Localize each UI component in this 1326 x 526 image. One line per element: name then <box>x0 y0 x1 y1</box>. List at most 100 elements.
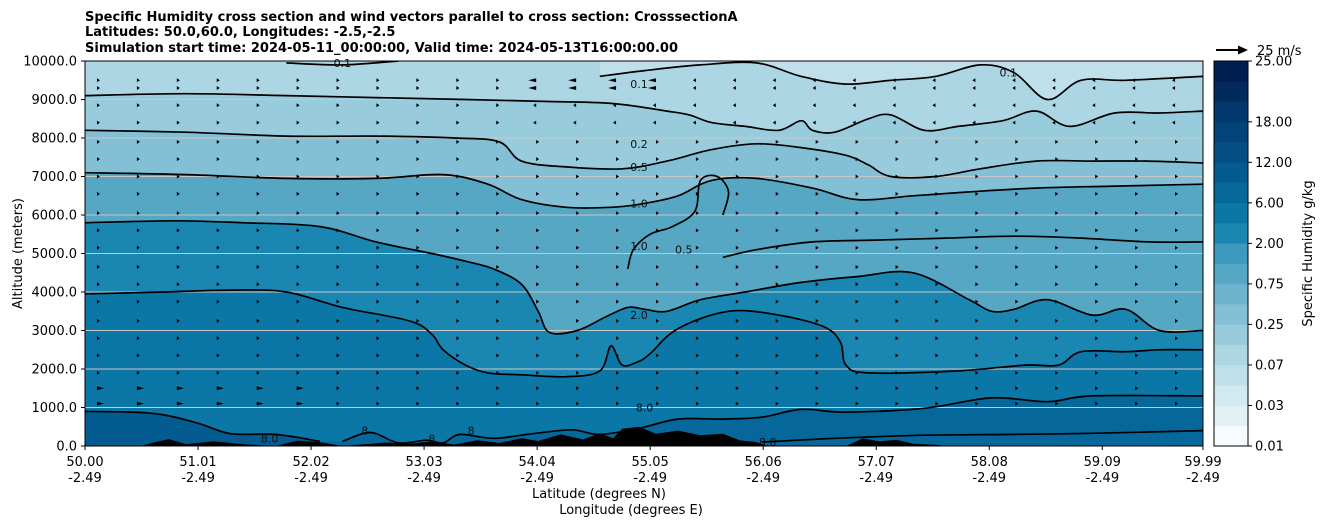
wind-arrow-icon <box>456 245 460 250</box>
wind-arrow-icon <box>852 78 856 83</box>
wind-arrow-icon <box>735 191 739 196</box>
x-tick-label-lon: -2.49 <box>68 471 102 486</box>
wind-arrow-icon <box>496 353 500 358</box>
wind-arrow-icon <box>296 401 304 406</box>
wind-arrow-icon <box>1095 174 1099 179</box>
wind-arrow-icon <box>655 401 659 406</box>
wind-arrow-icon <box>732 85 736 90</box>
wind-arrow-icon <box>1095 299 1099 304</box>
wind-arrow-icon <box>895 318 899 323</box>
wind-arrow-icon <box>336 245 340 250</box>
wind-arrow-icon <box>852 103 856 108</box>
wind-arrow-icon <box>1175 191 1179 196</box>
wind-arrow-icon <box>647 85 656 90</box>
wind-arrow-icon <box>496 386 500 391</box>
wind-arrow-icon <box>1052 103 1056 108</box>
wind-arrow-icon <box>176 318 180 323</box>
wind-arrow-icon <box>136 174 140 179</box>
wind-arrow-icon <box>376 211 380 216</box>
wind-arrow-icon <box>775 318 779 323</box>
wind-arrow-icon <box>1015 264 1019 269</box>
wind-arrow-icon <box>616 211 620 216</box>
wind-arrow-icon <box>935 318 939 323</box>
wind-arrow-icon <box>536 157 540 162</box>
wind-arrow-icon <box>695 370 699 375</box>
wind-arrow-icon <box>852 85 856 90</box>
wind-arrow-icon <box>256 211 260 216</box>
wind-arrow-icon <box>576 336 580 341</box>
wind-arrow-icon <box>216 85 220 90</box>
wind-arrow-icon <box>256 336 260 341</box>
wind-arrow-icon <box>772 78 776 83</box>
wind-arrow-icon <box>496 228 500 233</box>
wind-arrow-icon <box>655 336 659 341</box>
wind-arrow-icon <box>855 228 859 233</box>
wind-arrow-icon <box>416 401 420 406</box>
wind-arrow-icon <box>96 353 100 358</box>
contour-line-8 <box>762 429 1203 443</box>
wind-arrow-icon <box>536 318 540 323</box>
wind-arrow-icon <box>296 386 304 391</box>
wind-arrow-icon <box>812 120 816 125</box>
wind-arrow-icon <box>576 318 580 323</box>
wind-arrow-icon <box>256 228 260 233</box>
wind-arrow-icon <box>655 282 659 287</box>
wind-arrow-icon <box>695 264 699 269</box>
wind-arrow-icon <box>892 103 896 108</box>
colorbar-frame <box>1213 60 1249 447</box>
wind-arrow-icon <box>96 228 100 233</box>
wind-arrow-icon <box>655 264 659 269</box>
wind-arrow-icon <box>1172 103 1176 108</box>
wind-arrow-icon <box>1135 282 1139 287</box>
wind-arrow-icon <box>935 336 939 341</box>
wind-arrow-icon <box>216 336 220 341</box>
wind-arrow-icon <box>256 282 260 287</box>
wind-arrow-icon <box>576 264 580 269</box>
wind-arrow-icon <box>176 386 184 391</box>
wind-arrow-icon <box>256 85 260 90</box>
wind-arrow-icon <box>1135 299 1139 304</box>
wind-arrow-icon <box>975 370 979 375</box>
x-tick-label-lon: -2.49 <box>972 471 1006 486</box>
wind-arrow-icon <box>456 370 460 375</box>
wind-arrow-icon <box>895 386 899 391</box>
wind-arrow-icon <box>855 386 859 391</box>
x-tick-label-lat: 59.99 <box>1184 455 1221 470</box>
wind-arrow-icon <box>216 386 224 391</box>
wind-arrow-icon <box>975 264 979 269</box>
wind-arrow-icon <box>616 157 620 162</box>
wind-arrow-icon <box>1172 85 1176 90</box>
wind-arrow-icon <box>815 318 819 323</box>
wind-arrow-icon <box>256 139 260 144</box>
wind-arrow-icon <box>416 336 420 341</box>
wind-arrow-icon <box>855 353 859 358</box>
colorbar-segment <box>1214 324 1248 345</box>
colorbar-segment <box>1214 121 1248 143</box>
wind-arrow-icon <box>895 401 899 406</box>
wind-arrow-icon <box>456 85 460 90</box>
wind-arrow-icon <box>1052 120 1056 125</box>
wind-arrow-icon <box>935 353 939 358</box>
wind-arrow-icon <box>815 401 819 406</box>
wind-arrow-icon <box>176 299 180 304</box>
wind-arrow-icon <box>695 211 699 216</box>
wind-arrow-icon <box>336 264 340 269</box>
y-tick-label: 5000.0 <box>32 247 78 262</box>
wind-arrow-icon <box>136 211 140 216</box>
wind-arrow-icon <box>376 282 380 287</box>
wind-arrow-icon <box>775 282 779 287</box>
wind-arrow-icon <box>815 228 819 233</box>
wind-arrow-icon <box>1055 139 1059 144</box>
wind-arrow-icon <box>1175 370 1179 375</box>
wind-arrow-icon <box>296 103 300 108</box>
wind-arrow-icon <box>536 174 540 179</box>
wind-arrow-icon <box>1135 353 1139 358</box>
wind-arrow-icon <box>296 353 300 358</box>
humidity-fill-bands <box>85 61 1203 446</box>
wind-arrow-icon <box>96 103 100 108</box>
wind-arrow-icon <box>1012 78 1016 83</box>
wind-arrow-icon <box>336 174 340 179</box>
wind-arrow-icon <box>895 336 899 341</box>
wind-arrow-icon <box>695 386 699 391</box>
wind-arrow-icon <box>1055 401 1059 406</box>
